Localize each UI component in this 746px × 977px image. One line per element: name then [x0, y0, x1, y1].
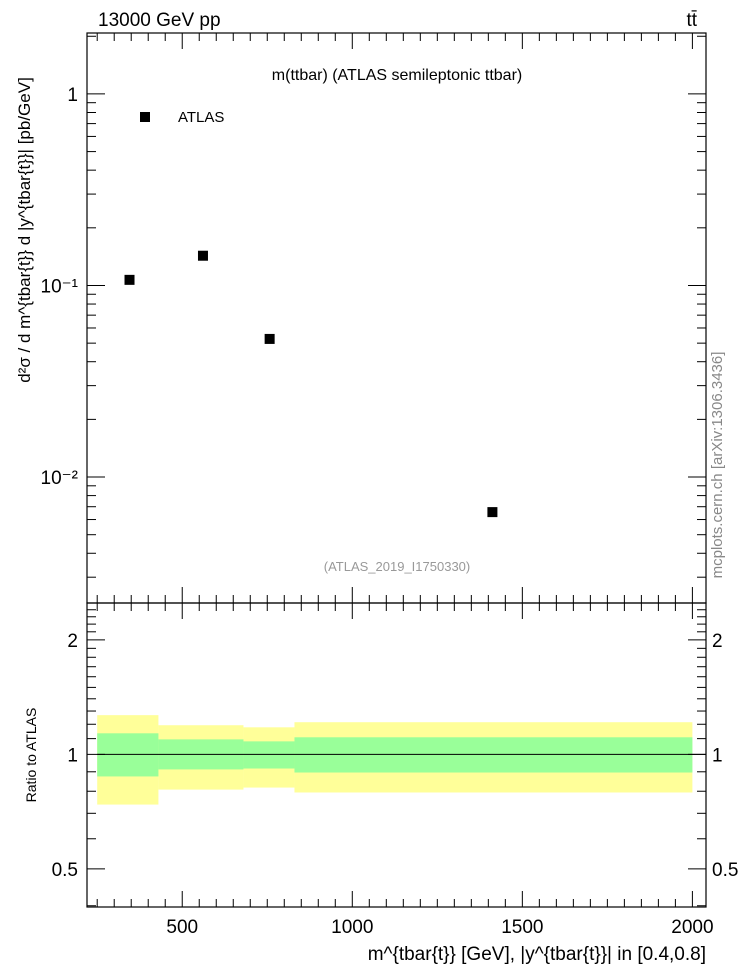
legend-marker: [140, 112, 150, 122]
data-point: [124, 274, 135, 285]
data-point: [487, 507, 498, 518]
y-tick-label: 10⁻¹: [41, 276, 79, 297]
x-axis-label: m^{tbar{t}} [GeV], |y^{tbar{t}}| in [0.4…: [368, 944, 706, 965]
ratio-y-tick-label: 1: [67, 745, 78, 766]
data-point: [197, 250, 208, 261]
side-label: mcplots.cern.ch [arXiv:1306.3436]: [709, 352, 726, 579]
green-band: [243, 741, 295, 769]
data-point: [264, 333, 275, 344]
x-tick-label: 500: [166, 917, 198, 938]
plot-title: m(ttbar) (ATLAS semileptonic ttbar): [272, 67, 522, 84]
ratio-y-tick-label: 0.5: [52, 860, 78, 881]
y-tick-label: 1: [67, 85, 78, 106]
y-axis-label: d²σ / d m^{tbar{t}} d |y^{tbar{t}}| [pb/…: [15, 77, 34, 383]
ratio-y-tick-label: 2: [67, 631, 78, 652]
green-band: [294, 737, 693, 773]
ratio-y-tick-label-right: 1: [712, 745, 723, 766]
ratio-y-tick-label-right: 2: [712, 631, 723, 652]
x-tick-label: 2000: [671, 917, 713, 938]
x-tick-label: 1000: [331, 917, 373, 938]
y-tick-label: 10⁻²: [41, 468, 79, 489]
analysis-label: (ATLAS_2019_I1750330): [324, 559, 470, 574]
ratio-y-tick-label-right: 0.5: [712, 860, 738, 881]
top-left-label: 13000 GeV pp: [98, 10, 221, 31]
legend-label: ATLAS: [178, 109, 224, 126]
ratio-frame: [86, 602, 707, 908]
ratio-y-axis-label: Ratio to ATLAS: [23, 708, 39, 803]
x-tick-label: 1500: [501, 917, 543, 938]
top-right-label: tt̄: [686, 10, 697, 31]
